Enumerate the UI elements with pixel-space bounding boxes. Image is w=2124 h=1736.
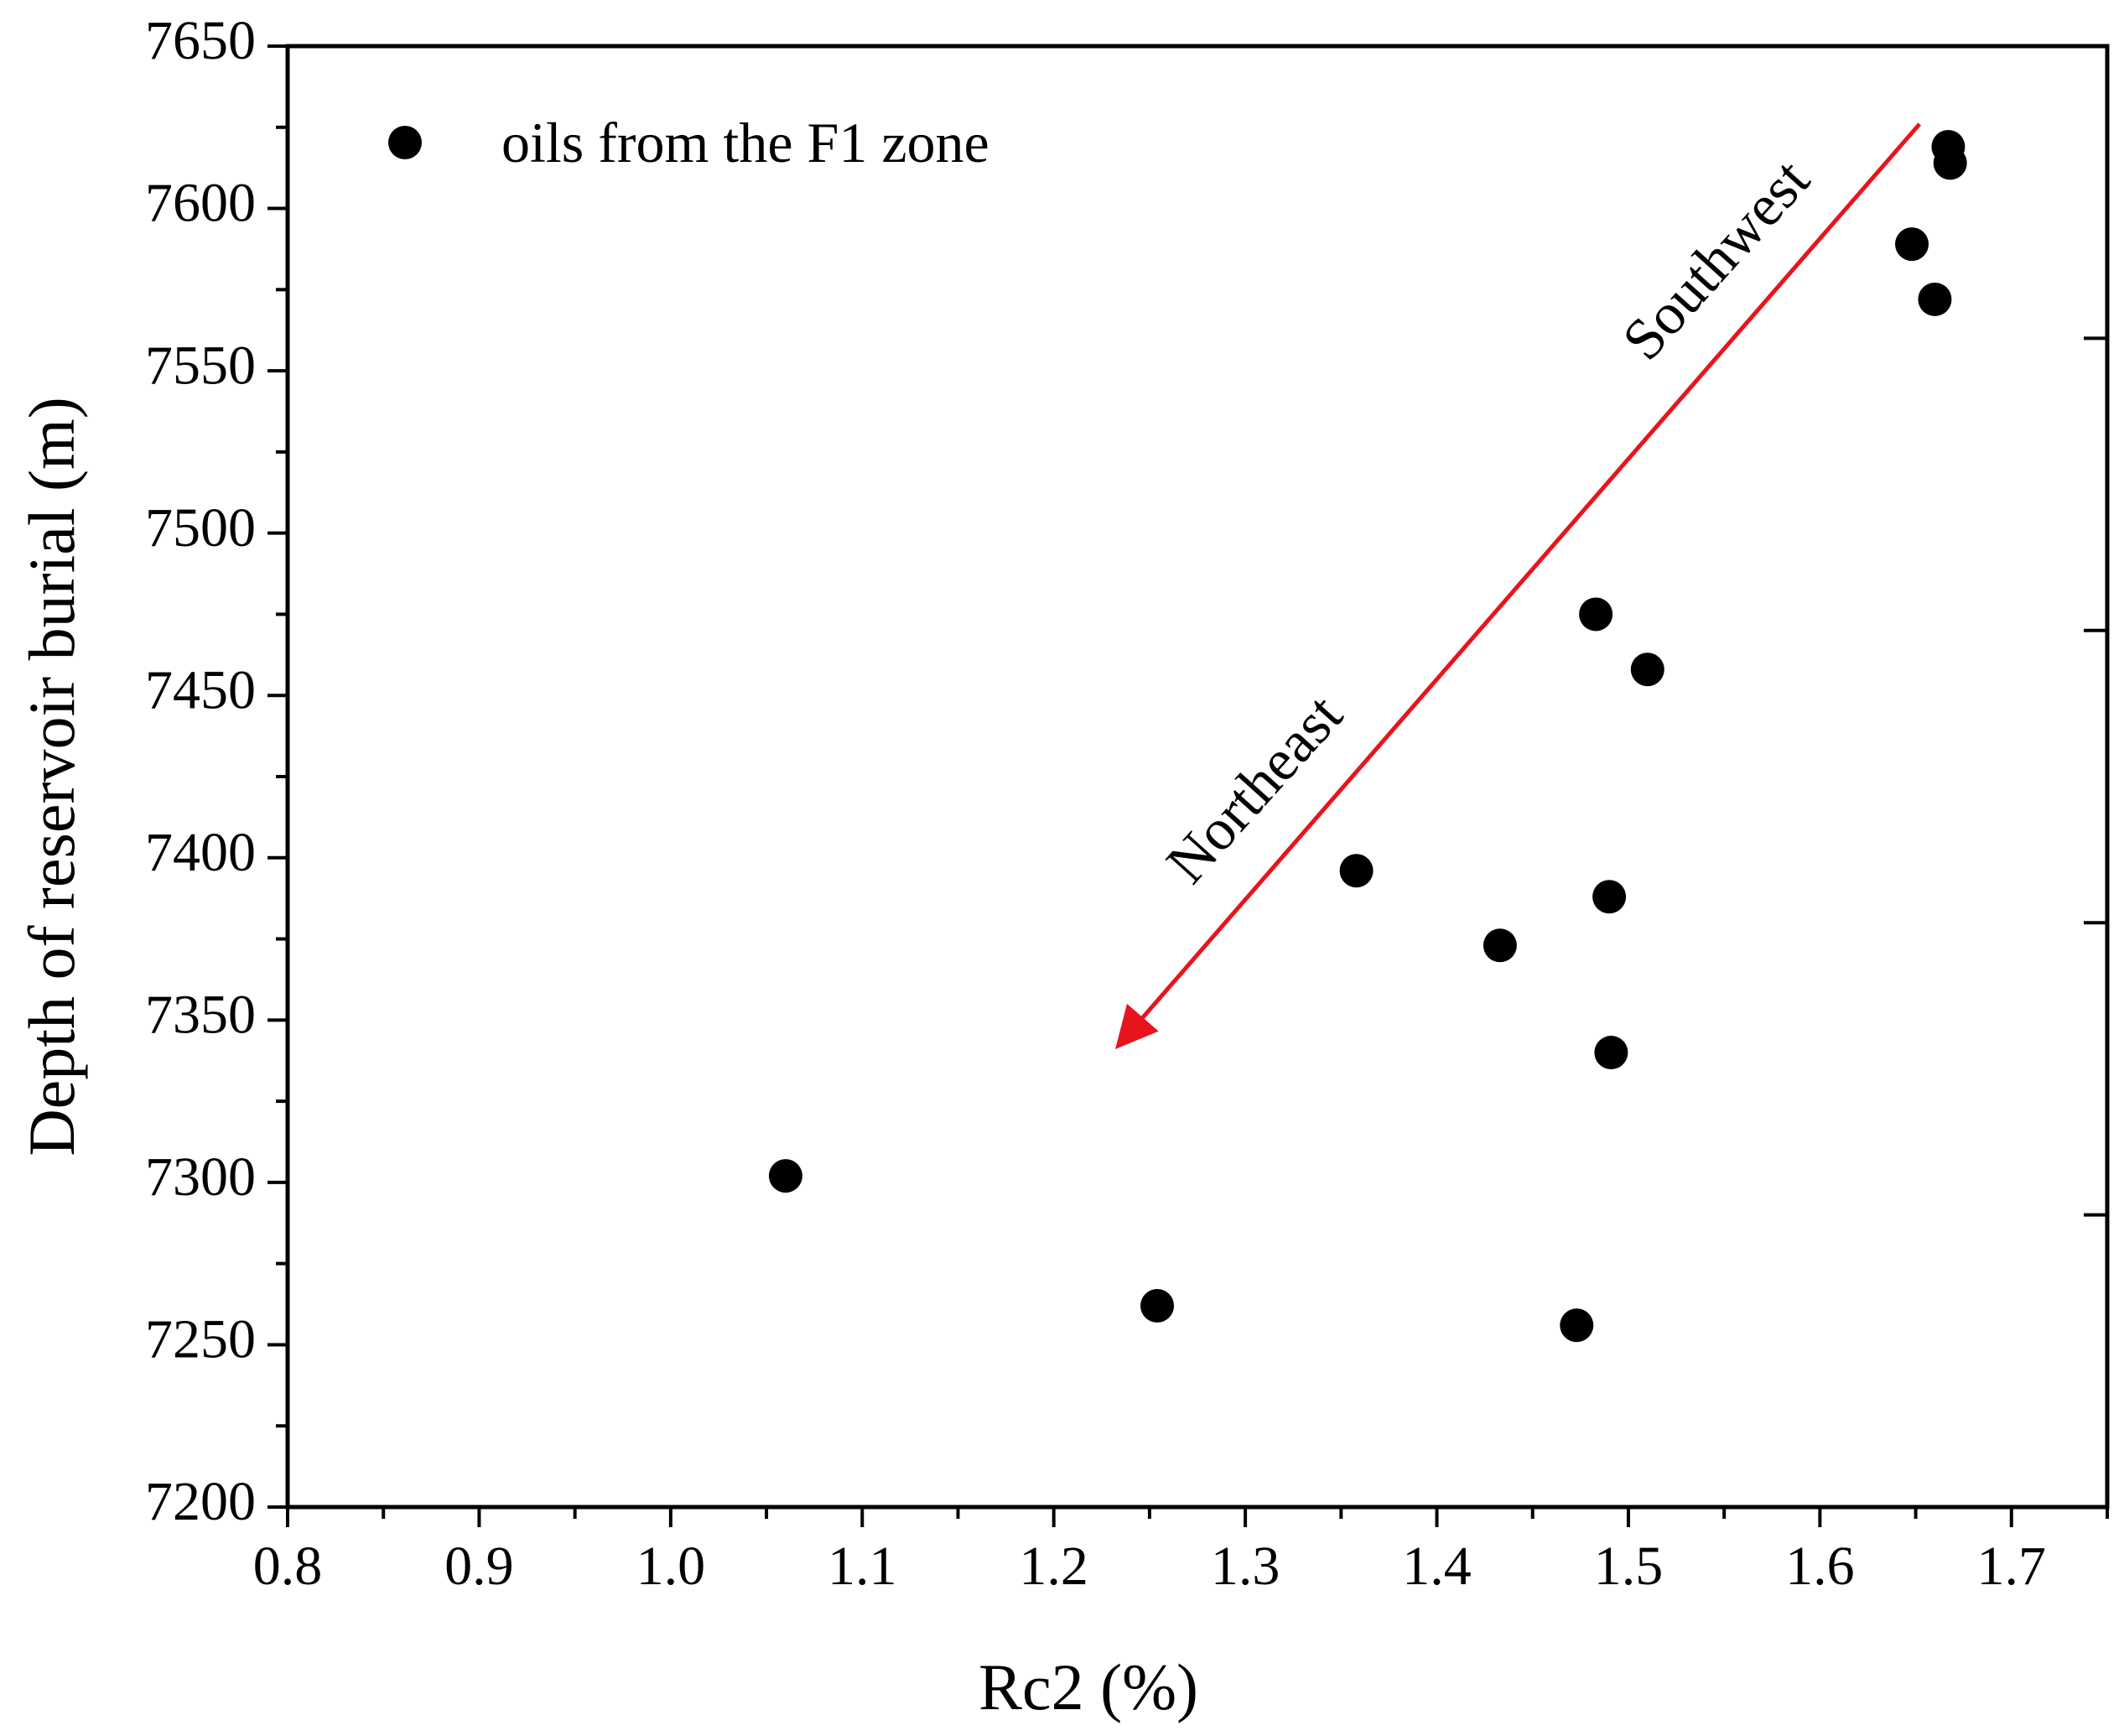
direction-arrow (1115, 122, 1922, 1049)
data-point (1560, 1308, 1594, 1343)
x-tick-label: 1.7 (1977, 1536, 2047, 1597)
legend-label: oils from the F1 zone (501, 111, 989, 174)
x-tick-label: 1.0 (636, 1536, 706, 1597)
y-tick-label: 7550 (145, 335, 256, 396)
data-point (1918, 282, 1952, 316)
legend: oils from the F1 zone (388, 111, 989, 174)
y-tick-label: 7500 (145, 497, 256, 559)
data-point (1933, 146, 1967, 180)
southwest-label: Southwest (1611, 148, 1823, 373)
data-point (1594, 1036, 1628, 1070)
data-points (768, 130, 1967, 1343)
x-tick-label: 0.8 (253, 1536, 323, 1597)
y-tick-label: 7600 (145, 173, 256, 234)
data-point (1895, 227, 1929, 262)
data-point (768, 1159, 802, 1193)
x-tick-label: 1.4 (1402, 1536, 1472, 1597)
data-point (1592, 880, 1627, 914)
y-tick-label: 7350 (145, 984, 256, 1045)
y-tick-label: 7400 (145, 822, 256, 883)
x-tick-label: 1.2 (1019, 1536, 1088, 1597)
x-tick-label: 1.3 (1211, 1536, 1280, 1597)
legend-marker (388, 126, 422, 159)
data-point (1630, 652, 1664, 687)
plot-frame (285, 44, 2110, 1510)
annotations: Southwest Northeast (1115, 122, 1922, 1049)
x-tick-label: 1.1 (828, 1536, 897, 1597)
x-tick-labels: 0.8 0.9 1.0 1.1 1.2 1.3 1.4 1.5 1.6 1.7 (253, 1536, 2046, 1597)
x-tick-label: 1.6 (1785, 1536, 1855, 1597)
x-tick-label: 1.5 (1594, 1536, 1664, 1597)
data-point (1579, 597, 1613, 632)
axis-ticks (267, 44, 2109, 1527)
data-point (1483, 928, 1517, 963)
y-tick-label: 7650 (145, 10, 256, 71)
y-tick-label: 7250 (145, 1309, 256, 1370)
data-point (1140, 1288, 1175, 1323)
northeast-label: Northeast (1155, 683, 1356, 896)
x-axis-title: Rc2 (%) (979, 1650, 1198, 1723)
x-tick-label: 0.9 (444, 1536, 514, 1597)
y-tick-label: 7200 (145, 1471, 256, 1532)
y-tick-label: 7450 (145, 659, 256, 720)
y-axis-title: Depth of reservoir burial (m) (15, 397, 88, 1156)
y-tick-label: 7300 (145, 1146, 256, 1208)
y-tick-labels: 7200 7250 7300 7350 7400 7450 7500 7550 7600 7650 (145, 10, 256, 1532)
data-point (1339, 854, 1374, 888)
